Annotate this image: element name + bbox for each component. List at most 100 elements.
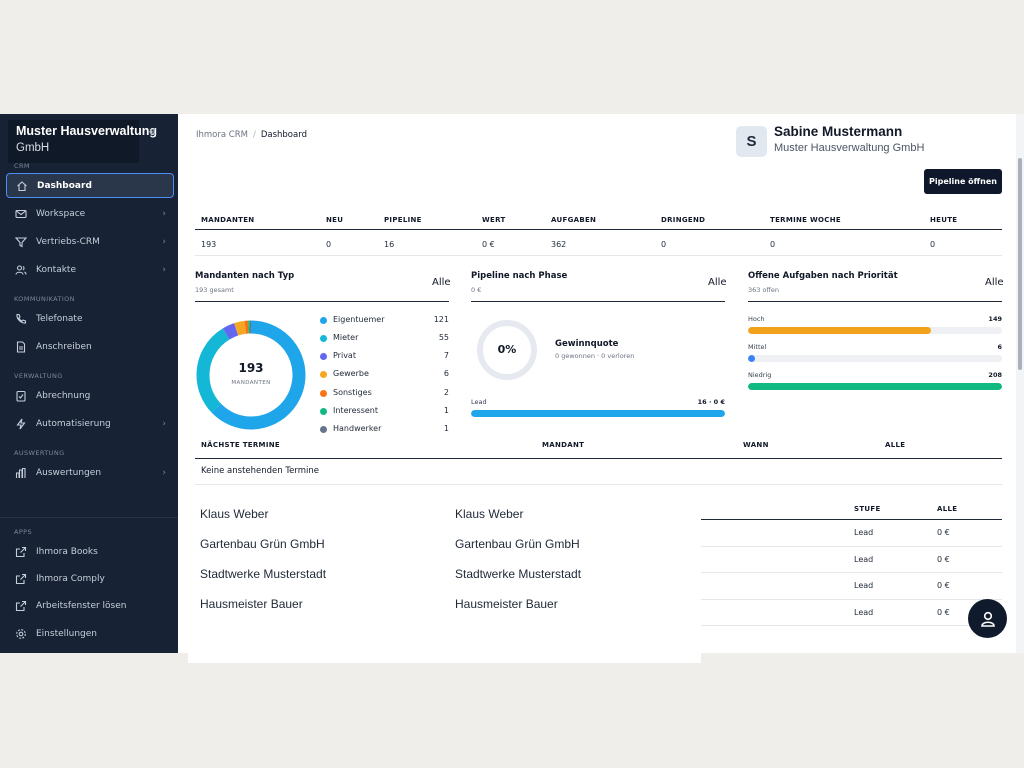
breadcrumb: Ihmora CRM / Dashboard bbox=[196, 130, 307, 140]
appointments-divider bbox=[195, 484, 1002, 485]
sidebar-item-label: Vertriebs-CRM bbox=[36, 236, 100, 247]
overlay-item[interactable]: Klaus Weber bbox=[200, 507, 269, 521]
legend-dot bbox=[320, 371, 327, 378]
sidebar-item-label: Ihmora Books bbox=[36, 546, 98, 557]
kpi-header: MANDANTEN bbox=[201, 216, 255, 224]
card-alle-link[interactable]: Alle bbox=[985, 277, 1004, 288]
overlay-item[interactable]: Hausmeister Bauer bbox=[455, 597, 558, 611]
card-title: Mandanten nach Typ bbox=[195, 271, 295, 281]
priority-label: Mittel bbox=[748, 343, 767, 351]
legend-dot bbox=[320, 335, 327, 342]
sidebar-item-workspace[interactable]: Workspace › bbox=[6, 201, 174, 226]
collapse-sidebar-icon[interactable]: « bbox=[148, 124, 157, 140]
overlay-item[interactable]: Gartenbau Grün GmbH bbox=[455, 537, 580, 551]
phase-bar-fill bbox=[471, 410, 725, 417]
open-pipeline-button[interactable]: Pipeline öffnen bbox=[924, 169, 1002, 194]
sidebar-item-label: Ihmora Comply bbox=[36, 573, 105, 584]
kpi-value: 0 bbox=[326, 240, 332, 249]
chevron-right-icon: › bbox=[162, 264, 166, 275]
kpi-value: 0 € bbox=[482, 240, 495, 249]
priority-bar-fill bbox=[748, 327, 931, 334]
legend-item: Mieter 55 bbox=[320, 333, 449, 345]
sidebar-item-ihmora-comply[interactable]: Ihmora Comply bbox=[6, 566, 174, 591]
external-link-icon bbox=[14, 572, 28, 586]
sidebar-item-arbeitsfenster-loesen[interactable]: Arbeitsfenster lösen bbox=[6, 593, 174, 618]
sidebar-item-vertriebs-crm[interactable]: Vertriebs-CRM › bbox=[6, 229, 174, 254]
sidebar-item-telefonate[interactable]: Telefonate bbox=[6, 306, 174, 331]
pipeline-table-divider bbox=[698, 519, 1002, 520]
priority-value: 149 bbox=[988, 315, 1002, 323]
sidebar-item-label: Kontakte bbox=[36, 264, 76, 275]
overlay-item[interactable]: Hausmeister Bauer bbox=[200, 597, 303, 611]
priority-value: 208 bbox=[988, 371, 1002, 379]
pipeline-table-alle-link[interactable]: ALLE bbox=[937, 505, 958, 513]
brand-block bbox=[8, 120, 139, 163]
sidebar-item-anschreiben[interactable]: Anschreiben bbox=[6, 334, 174, 359]
sidebar-item-label: Abrechnung bbox=[36, 390, 91, 401]
kpi-value: 0 bbox=[930, 240, 936, 249]
legend-dot bbox=[320, 390, 327, 397]
legend-item: Eigentuemer 121 bbox=[320, 315, 449, 327]
scrollbar-thumb[interactable] bbox=[1018, 158, 1022, 370]
priority-bar-track bbox=[748, 355, 1002, 362]
overlay-item[interactable]: Gartenbau Grün GmbH bbox=[200, 537, 325, 551]
avatar[interactable]: S bbox=[736, 126, 767, 157]
chevron-right-icon: › bbox=[162, 208, 166, 219]
legend-item: Handwerker 1 bbox=[320, 424, 449, 436]
mail-icon bbox=[14, 207, 28, 221]
priority-bar-fill bbox=[748, 355, 755, 362]
legend-dot bbox=[320, 317, 327, 324]
sidebar-item-label: Auswertungen bbox=[36, 467, 102, 478]
chevron-right-icon: › bbox=[162, 467, 166, 478]
card-alle-link[interactable]: Alle bbox=[432, 277, 451, 288]
users-icon bbox=[14, 263, 28, 277]
card-subtitle: 193 gesamt bbox=[195, 286, 234, 294]
kpi-value: 16 bbox=[384, 240, 395, 249]
document-icon bbox=[14, 340, 28, 354]
overlay-item[interactable]: Stadtwerke Musterstadt bbox=[455, 567, 582, 581]
brand-name: Muster Hausverwaltung bbox=[16, 124, 158, 138]
legend-item: Sonstiges 2 bbox=[320, 388, 449, 400]
breadcrumb-root[interactable]: Ihmora CRM bbox=[196, 130, 248, 140]
bar-chart-icon bbox=[14, 466, 28, 480]
bolt-icon bbox=[14, 417, 28, 431]
appointments-col-header: WANN bbox=[743, 441, 769, 449]
sidebar-item-abrechnung[interactable]: Abrechnung bbox=[6, 383, 174, 408]
user-fab-button[interactable] bbox=[968, 599, 1007, 638]
checklist-icon bbox=[14, 389, 28, 403]
legend-item: Privat 7 bbox=[320, 351, 449, 363]
card-title: Offene Aufgaben nach Priorität bbox=[748, 271, 898, 281]
kpi-value: 0 bbox=[661, 240, 667, 249]
sidebar-item-ihmora-books[interactable]: Ihmora Books bbox=[6, 539, 174, 564]
kpi-header: HEUTE bbox=[930, 216, 958, 224]
legend-dot bbox=[320, 353, 327, 360]
legend-item: Gewerbe 6 bbox=[320, 369, 449, 381]
priority-bar-track bbox=[748, 383, 1002, 390]
card-divider bbox=[471, 301, 725, 302]
card-subtitle: 0 € bbox=[471, 286, 482, 294]
donut-slice-mieter bbox=[196, 320, 306, 430]
scrollbar[interactable] bbox=[1016, 114, 1024, 653]
phase-label: Lead bbox=[471, 398, 487, 406]
overlay-item[interactable]: Stadtwerke Musterstadt bbox=[200, 567, 327, 581]
appointments-col-header: NÄCHSTE TERMINE bbox=[201, 441, 280, 449]
external-link-icon bbox=[14, 599, 28, 613]
sidebar-item-automatisierung[interactable]: Automatisierung › bbox=[6, 411, 174, 436]
sidebar-item-label: Einstellungen bbox=[36, 628, 98, 639]
funnel-icon bbox=[14, 235, 28, 249]
kpi-header: WERT bbox=[482, 216, 506, 224]
sidebar-item-dashboard[interactable]: Dashboard bbox=[6, 173, 174, 198]
sidebar-item-auswertungen[interactable]: Auswertungen › bbox=[6, 460, 174, 485]
kpi-header: NEU bbox=[326, 216, 344, 224]
sidebar-item-kontakte[interactable]: Kontakte › bbox=[6, 257, 174, 282]
legend-dot bbox=[320, 426, 327, 433]
kpi-header: AUFGABEN bbox=[551, 216, 597, 224]
donut-slice-handwerker bbox=[196, 320, 306, 430]
sidebar-item-einstellungen[interactable]: Einstellungen bbox=[6, 621, 174, 646]
user-icon bbox=[980, 611, 995, 627]
phase-value: 16 · 0 € bbox=[697, 398, 725, 406]
appointments-alle-link[interactable]: ALLE bbox=[885, 441, 906, 449]
sidebar-item-label: Arbeitsfenster lösen bbox=[36, 600, 127, 611]
card-alle-link[interactable]: Alle bbox=[708, 277, 727, 288]
overlay-item[interactable]: Klaus Weber bbox=[455, 507, 524, 521]
